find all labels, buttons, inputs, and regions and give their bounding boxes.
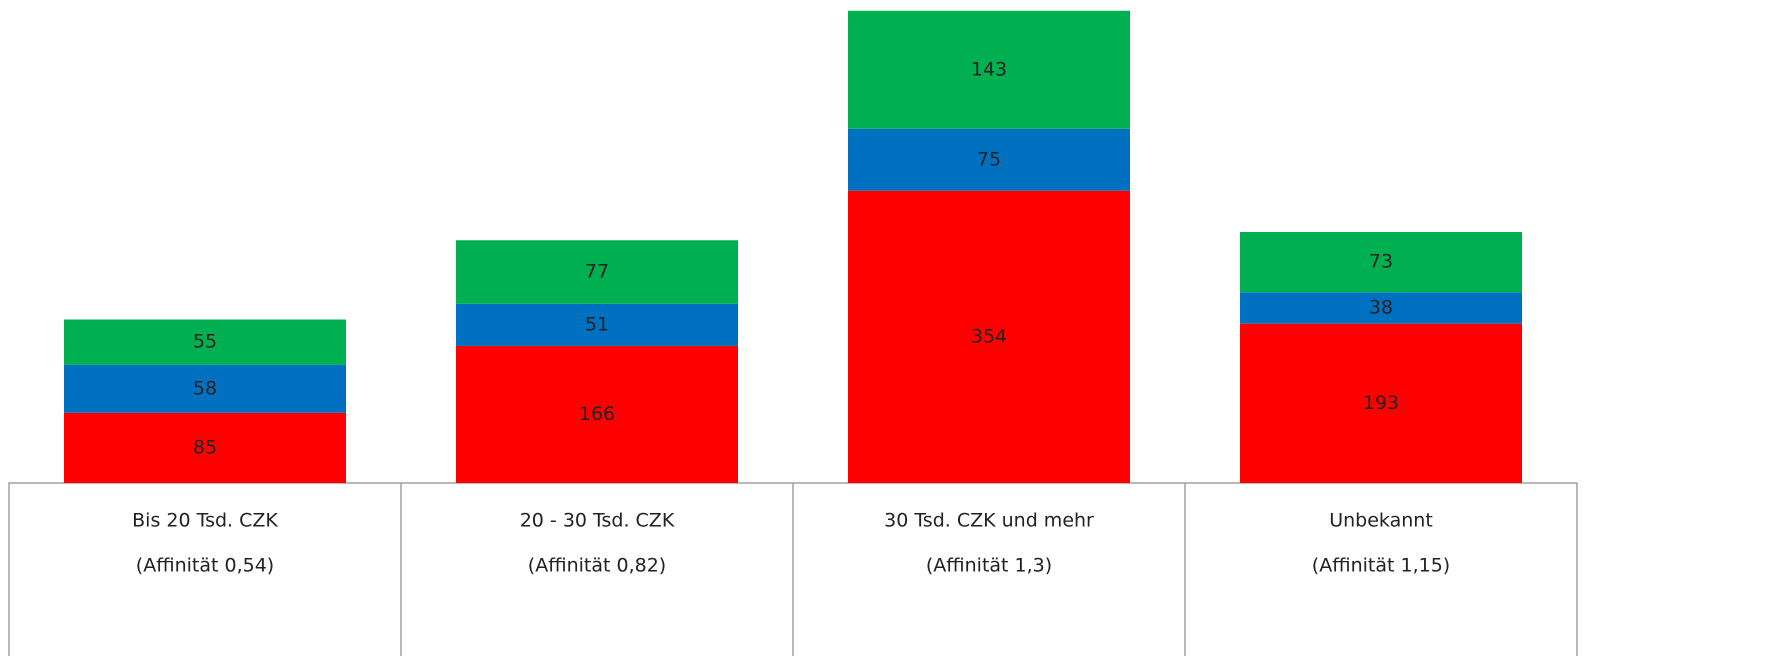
- bar-segment: [1240, 232, 1522, 293]
- data-label: 143: [971, 58, 1007, 80]
- x-tick-label: Unbekannt: [1329, 510, 1433, 532]
- bar-segment: [456, 240, 738, 304]
- data-label: 38: [1369, 296, 1393, 318]
- x-tick-label: Bis 20 Tsd. CZK: [132, 510, 278, 532]
- data-label: 77: [585, 261, 609, 283]
- bar-segment: [848, 128, 1130, 191]
- x-tick-label: 20 - 30 Tsd. CZK: [520, 510, 675, 532]
- bar-segment: [456, 345, 738, 483]
- data-label: 73: [1369, 251, 1393, 273]
- bar-segment: [848, 10, 1130, 129]
- data-label: 354: [971, 325, 1007, 347]
- data-label: 58: [193, 377, 217, 399]
- x-tick-label: (Affinität 0,82): [528, 555, 666, 577]
- data-label: 193: [1363, 392, 1399, 414]
- bar-segment: [64, 412, 346, 483]
- bar-segment: [456, 303, 738, 346]
- category-table: [8, 482, 1578, 656]
- data-label: 166: [579, 403, 615, 425]
- bar-segment: [1240, 323, 1522, 483]
- bar-segment: [64, 364, 346, 413]
- x-tick-label: 30 Tsd. CZK und mehr: [884, 510, 1094, 532]
- data-label: 85: [193, 436, 217, 458]
- bar-segment: [848, 190, 1130, 483]
- bar-segment: [1240, 292, 1522, 324]
- x-tick-label: (Affinität 1,3): [926, 555, 1052, 577]
- data-label: 51: [585, 313, 609, 335]
- x-tick-label: (Affinität 0,54): [136, 555, 274, 577]
- bar-segment: [64, 319, 346, 365]
- data-label: 75: [977, 148, 1001, 170]
- x-tick-label: (Affinität 1,15): [1312, 555, 1450, 577]
- data-label: 55: [193, 331, 217, 353]
